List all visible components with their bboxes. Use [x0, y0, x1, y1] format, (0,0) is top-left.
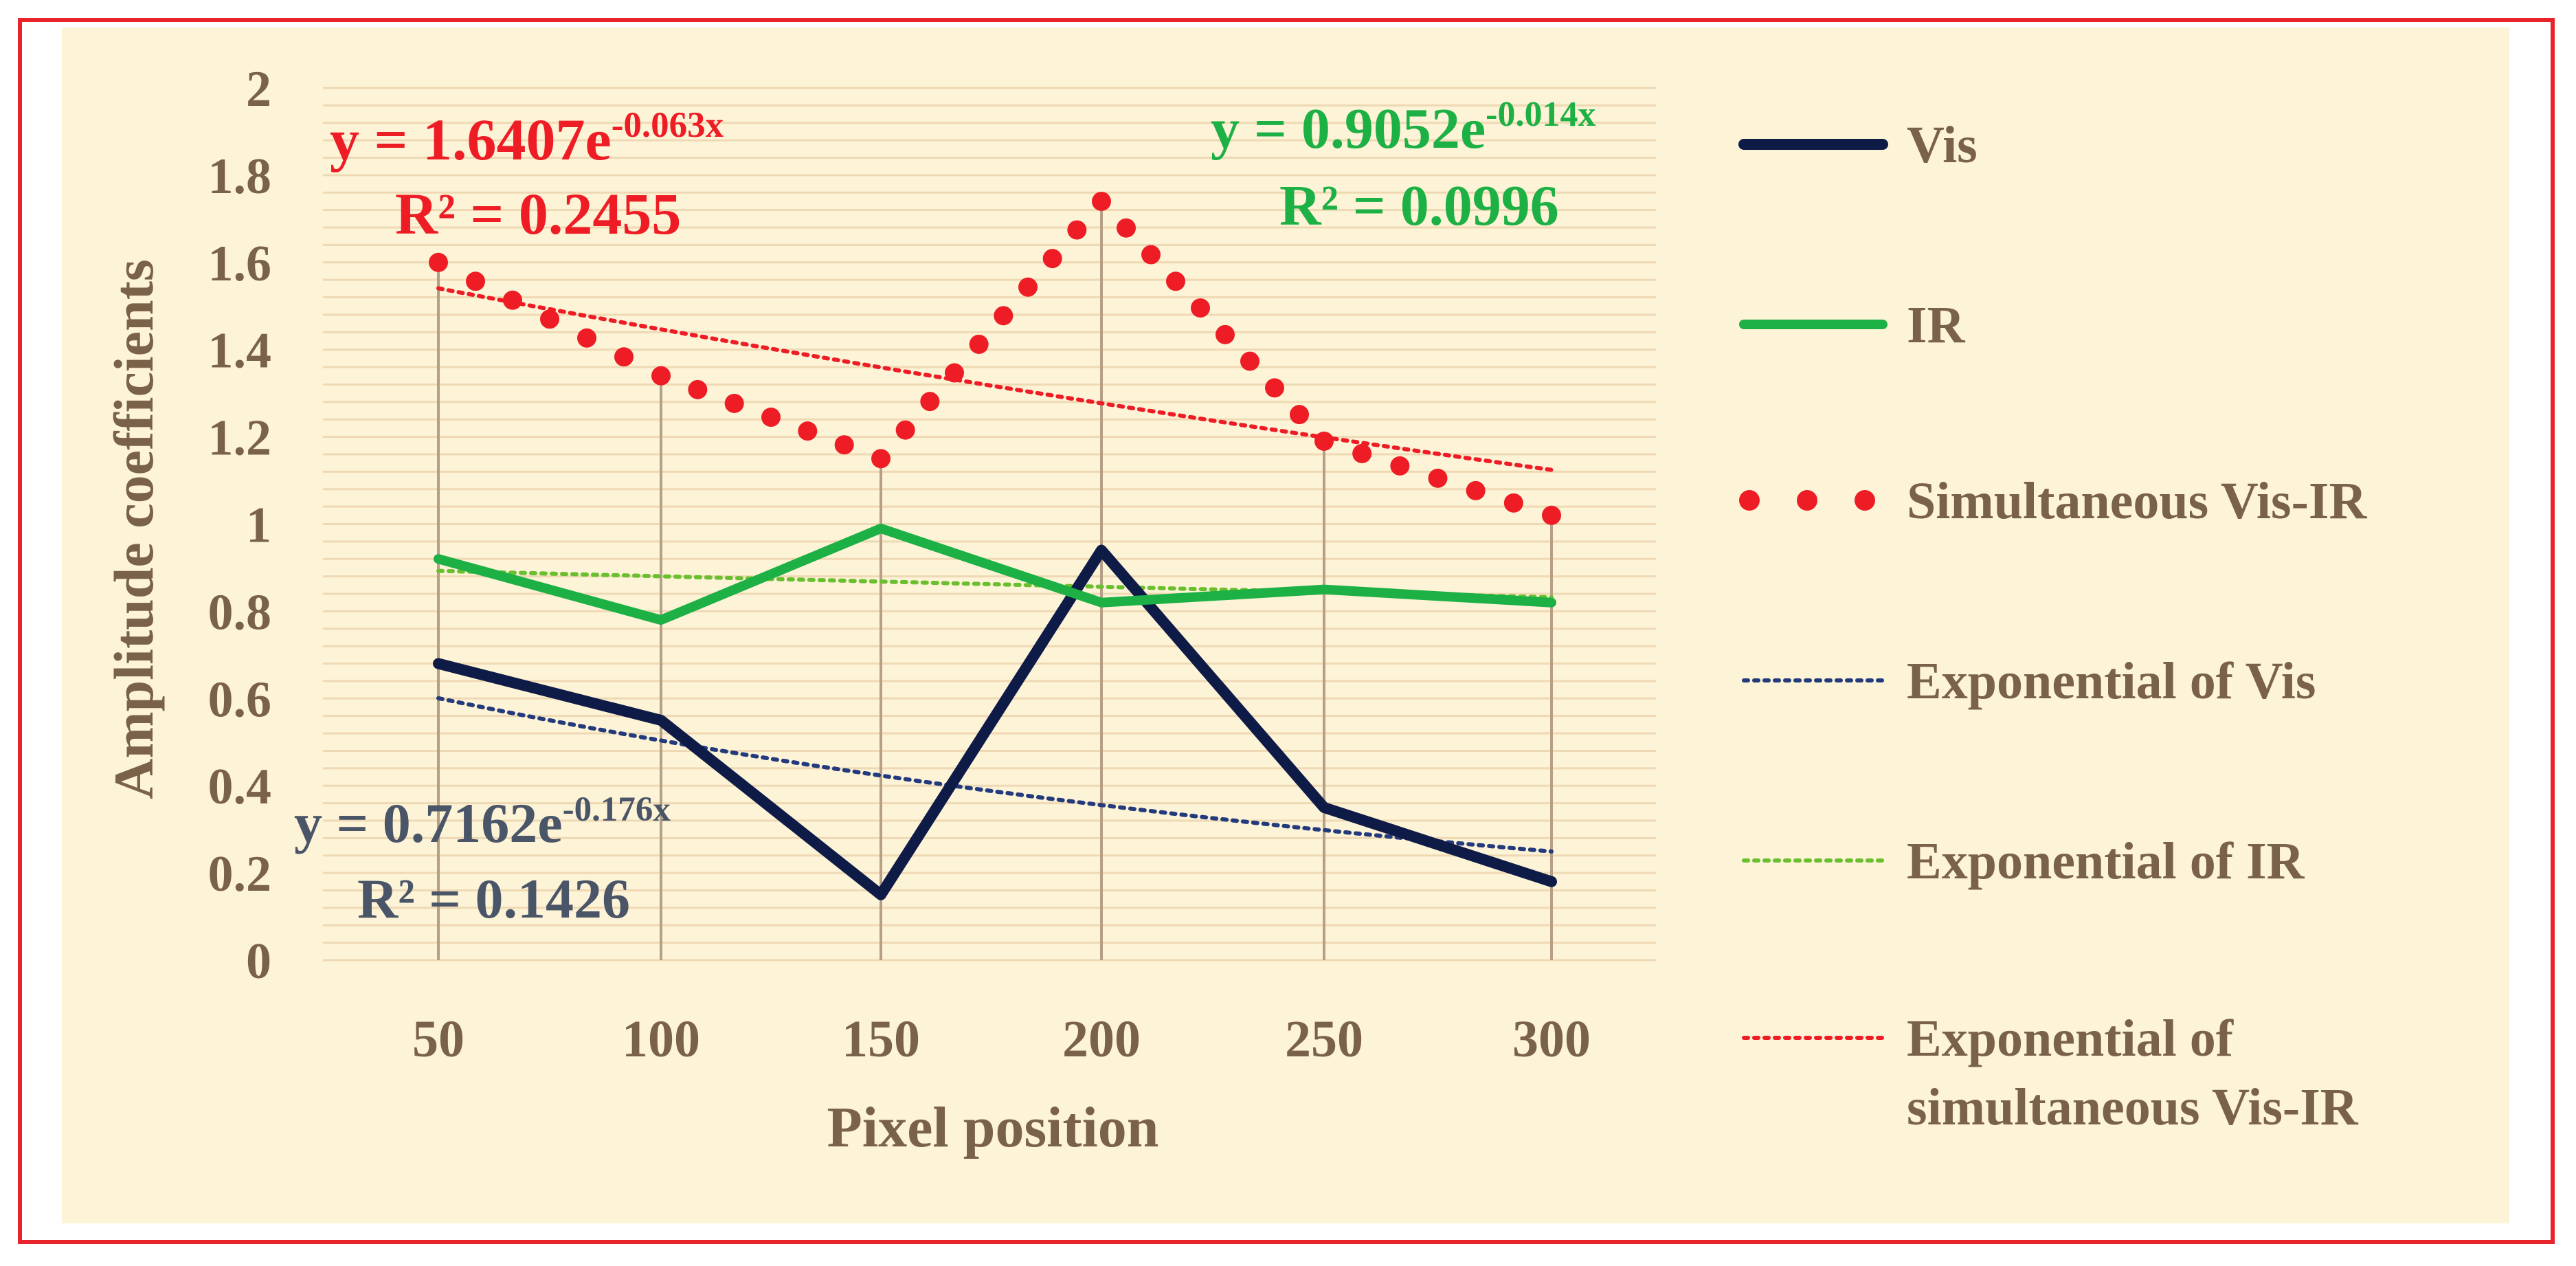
simultaneous-dot: [614, 347, 634, 367]
simultaneous-dot: [1117, 218, 1136, 238]
trendline-exp-simultaneous: [436, 286, 1554, 472]
legend-label: IR: [1907, 296, 1966, 354]
x-tick-label: 150: [842, 1010, 920, 1068]
simultaneous-dot: [1166, 271, 1185, 291]
simultaneous-dot: [1240, 351, 1259, 371]
legend-item-exp-simultaneous: Exponential of simultaneous Vis-IR: [1742, 1010, 2359, 1136]
y-tick-label: 1: [246, 498, 271, 554]
series-line-ir: [434, 523, 1556, 625]
simultaneous-point: [1314, 431, 1334, 451]
legend-swatch-dot: [1739, 490, 1760, 511]
x-tick-label: 250: [1285, 1010, 1363, 1068]
y-tick-label: 0.6: [208, 671, 272, 728]
simultaneous-point: [871, 449, 891, 469]
legend-item-simultaneous: Simultaneous Vis-IR: [1739, 472, 2367, 530]
y-tick-label: 1.4: [208, 323, 272, 379]
simultaneous-dot: [1390, 456, 1410, 476]
legend-swatch-dot: [1855, 490, 1875, 511]
simultaneous-dot: [1191, 298, 1210, 318]
legend-item-exp-vis: Exponential of Vis: [1742, 652, 2316, 710]
simultaneous-dot: [1352, 443, 1372, 463]
simultaneous-dot: [540, 309, 559, 329]
simultaneous-point: [1092, 191, 1111, 211]
simultaneous-dot: [1042, 249, 1062, 269]
r2-exp-simultaneous: R² = 0.2455: [395, 181, 681, 247]
simultaneous-dot: [895, 420, 915, 440]
simultaneous-dot: [945, 363, 964, 383]
simultaneous-dot: [466, 271, 485, 291]
simultaneous-dot: [798, 421, 818, 441]
legend-label: simultaneous Vis-IR: [1907, 1078, 2359, 1136]
simultaneous-dot: [969, 334, 989, 354]
r2-exp-ir: R² = 0.0996: [1279, 174, 1559, 238]
trendline-equations: y = 0.7162e-0.176x R² = 0.1426 y = 0.9052e…: [294, 95, 1595, 930]
y-tick-label: 1.8: [208, 148, 272, 205]
simultaneous-dot: [503, 290, 522, 310]
simultaneous-dot: [1216, 324, 1235, 344]
legend-item-ir: IR: [1739, 296, 1966, 354]
simultaneous-dot: [1503, 493, 1523, 513]
simultaneous-dot: [1466, 480, 1486, 500]
legend-item-vis: Vis: [1738, 116, 1978, 174]
simultaneous-dot: [994, 306, 1013, 326]
simultaneous-dot: [577, 328, 596, 348]
simultaneous-dot: [1265, 378, 1284, 398]
x-tick-label: 300: [1512, 1010, 1591, 1068]
x-tick-label: 50: [412, 1010, 464, 1068]
legend: Vis IR Simultaneous Vis-IR Exponential of V…: [1738, 116, 2367, 1136]
x-tick-label: 100: [622, 1010, 700, 1068]
simultaneous-point: [651, 366, 671, 386]
simultaneous-dot: [920, 392, 940, 412]
simultaneous-dot: [1067, 220, 1087, 240]
legend-label: Exponential of IR: [1907, 832, 2305, 890]
series-dots-simultaneous: [429, 191, 1561, 525]
series-line-vis: [433, 544, 1557, 900]
legend-label: Exponential of: [1907, 1010, 2235, 1067]
r2-exp-vis: R² = 0.1426: [357, 867, 630, 930]
x-axis-ticks: 50 100 150 200 250 300: [412, 1010, 1591, 1068]
legend-label: Vis: [1907, 116, 1978, 174]
grid-lines: [323, 87, 1656, 962]
x-tick-label: 200: [1062, 1010, 1141, 1068]
y-tick-label: 1.6: [208, 236, 272, 292]
y-tick-label: 0.2: [208, 846, 272, 902]
y-tick-label: 1.2: [208, 410, 272, 467]
simultaneous-dot: [1141, 245, 1161, 265]
simultaneous-dot: [834, 435, 854, 455]
equation-exp-simultaneous: y = 1.6407e-0.063x: [330, 105, 724, 173]
y-tick-label: 2: [246, 61, 271, 118]
simultaneous-dot: [1018, 277, 1038, 297]
y-axis-ticks: 0 0.2 0.4 0.6 0.8 1 1.2 1.4 1.6 1.8 2: [208, 61, 272, 990]
simultaneous-point: [429, 252, 448, 272]
legend-label: Simultaneous Vis-IR: [1907, 472, 2367, 530]
y-tick-label: 0.4: [208, 759, 272, 815]
simultaneous-dot: [688, 379, 708, 399]
simultaneous-dot: [761, 408, 781, 427]
simultaneous-dot: [724, 393, 744, 413]
equation-exp-vis: y = 0.7162e-0.176x: [294, 790, 671, 854]
x-axis-label: Pixel position: [827, 1096, 1158, 1159]
y-axis-label: Amplitude coefficients: [102, 259, 165, 799]
trendline-exp-vis: [436, 696, 1554, 854]
legend-label: Exponential of Vis: [1907, 652, 2316, 710]
equation-exp-ir: y = 0.9052e-0.014x: [1211, 95, 1595, 161]
y-tick-label: 0: [246, 933, 271, 990]
legend-item-exp-ir: Exponential of IR: [1742, 832, 2305, 890]
y-tick-label: 0.8: [208, 584, 272, 641]
legend-swatch-dot: [1797, 490, 1817, 511]
series: [429, 191, 1561, 900]
simultaneous-point: [1542, 505, 1561, 525]
simultaneous-dot: [1290, 405, 1309, 425]
simultaneous-dot: [1428, 468, 1448, 488]
